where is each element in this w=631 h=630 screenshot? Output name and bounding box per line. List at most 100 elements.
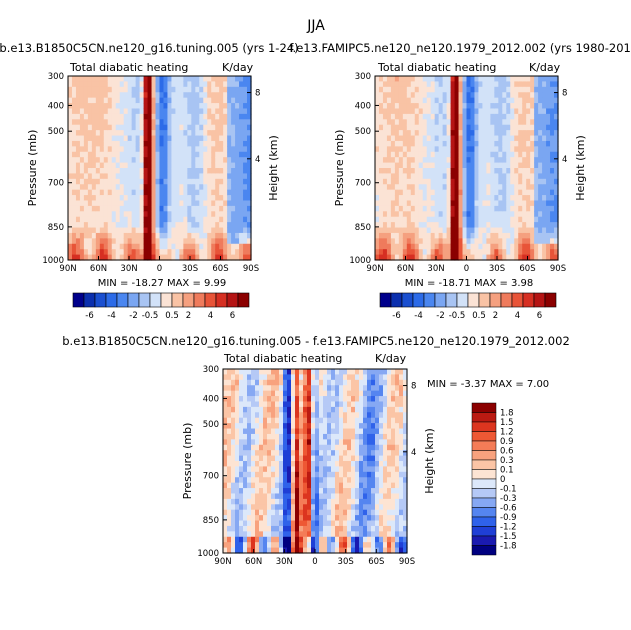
panel2-cell bbox=[494, 162, 499, 169]
panel1-cell bbox=[87, 243, 93, 250]
panel2-cell bbox=[470, 119, 476, 126]
panel1-cell bbox=[227, 205, 232, 212]
panel1-cell bbox=[79, 243, 85, 250]
colorbar-label: -0.5 bbox=[449, 311, 466, 321]
panel2-cell bbox=[406, 97, 412, 104]
panel3-cell bbox=[271, 525, 276, 532]
panel3-cell bbox=[387, 536, 392, 543]
panel1-cell bbox=[75, 254, 81, 261]
panel1-cell bbox=[79, 200, 85, 207]
panel1-cell bbox=[131, 140, 137, 147]
panel1-cell bbox=[131, 173, 137, 180]
panel2-cell bbox=[498, 243, 503, 250]
panel3-cell bbox=[239, 509, 244, 516]
panel3-cell bbox=[387, 406, 392, 413]
panel3-cell bbox=[323, 439, 328, 446]
panel3-cell bbox=[275, 515, 280, 522]
panel3-cell bbox=[343, 498, 348, 505]
panel3-cell bbox=[267, 482, 272, 489]
panel2-cell bbox=[422, 249, 428, 256]
panel1-cell bbox=[99, 211, 105, 218]
panel3-cell bbox=[379, 401, 384, 408]
colorbar-label: 0.9 bbox=[500, 437, 514, 447]
panel3-cell bbox=[343, 428, 348, 435]
panel3-cell bbox=[315, 423, 320, 430]
panel3-cell bbox=[335, 385, 340, 392]
panel3-cell bbox=[383, 450, 388, 457]
panel2-cell bbox=[494, 151, 499, 158]
panel2-cell bbox=[482, 189, 487, 196]
panel3-cell bbox=[391, 455, 396, 462]
panel1-cell bbox=[175, 81, 180, 88]
panel2-cell bbox=[530, 184, 535, 191]
panel3-cell bbox=[267, 542, 272, 549]
panel2-cell bbox=[506, 216, 511, 223]
panel1-cell bbox=[115, 189, 121, 196]
panel1-cell bbox=[119, 211, 125, 218]
panel3-cell bbox=[243, 444, 248, 451]
panel2-cell bbox=[534, 113, 539, 120]
panel2-cell bbox=[546, 238, 551, 245]
panel2-cell bbox=[514, 130, 519, 137]
colorbar-label: 2 bbox=[493, 311, 498, 321]
panel2-cell bbox=[526, 124, 531, 131]
panel1-cell bbox=[115, 135, 121, 142]
panel3-cell bbox=[295, 439, 300, 446]
panel2-cell bbox=[394, 189, 400, 196]
panel3-cell bbox=[335, 520, 340, 527]
panel3-cell bbox=[379, 423, 384, 430]
panel3-cell bbox=[355, 536, 360, 543]
panel3-cell bbox=[335, 433, 340, 440]
panel3-cell bbox=[299, 369, 304, 376]
panel3-cell bbox=[299, 385, 304, 392]
panel3-cell bbox=[271, 531, 276, 538]
panel3-cell bbox=[223, 433, 228, 440]
panel1-cell bbox=[243, 97, 248, 104]
panel3-cell bbox=[331, 498, 336, 505]
panel2-cell bbox=[510, 173, 515, 180]
panel3-cell bbox=[359, 547, 364, 554]
panel2-cell bbox=[550, 140, 555, 147]
panel3-cell bbox=[391, 412, 396, 419]
panel2-cell bbox=[498, 86, 503, 93]
panel2-cell bbox=[546, 216, 551, 223]
panel3-cell bbox=[267, 439, 272, 446]
panel1-pressure-axis-label: Pressure (mb) bbox=[26, 130, 39, 207]
panel1-cell bbox=[127, 86, 133, 93]
panel1-cell bbox=[139, 243, 145, 250]
panel3-cell bbox=[403, 374, 408, 381]
panel3-cell bbox=[255, 433, 260, 440]
panel1-cell bbox=[175, 205, 180, 212]
panel2-cell bbox=[382, 168, 388, 175]
panel3-cell bbox=[363, 461, 368, 468]
panel3-cell bbox=[283, 471, 288, 478]
panel3-cell bbox=[235, 428, 240, 435]
panel3-cell bbox=[303, 504, 308, 511]
panel2-cell bbox=[450, 238, 456, 245]
panel3-cell bbox=[359, 390, 364, 397]
panel1-cell bbox=[103, 249, 109, 256]
panel1-cell bbox=[179, 119, 184, 126]
panel1-cell bbox=[175, 162, 180, 169]
panel1-cell bbox=[167, 140, 173, 147]
panel1-cell bbox=[147, 211, 153, 218]
panel1-cell bbox=[239, 76, 244, 83]
panel2-cell bbox=[534, 157, 539, 164]
panel3-cell bbox=[311, 406, 316, 413]
panel1-cell bbox=[183, 232, 188, 239]
panel3-cell bbox=[331, 396, 336, 403]
panel2-cell bbox=[402, 76, 408, 83]
panel1-cell bbox=[79, 119, 85, 126]
panel2-cell bbox=[378, 249, 384, 256]
panel2-cell bbox=[390, 92, 396, 99]
panel3-cell bbox=[395, 471, 400, 478]
panel3-cell bbox=[359, 520, 364, 527]
panel2-cell bbox=[446, 200, 452, 207]
panel1-cell bbox=[203, 222, 208, 229]
panel1-cell bbox=[191, 222, 196, 229]
panel1-cell bbox=[87, 205, 93, 212]
panel3-cell bbox=[359, 471, 364, 478]
panel3-cell bbox=[331, 536, 336, 543]
colorbar-swatch bbox=[533, 292, 546, 308]
panel2-cell bbox=[530, 205, 535, 212]
